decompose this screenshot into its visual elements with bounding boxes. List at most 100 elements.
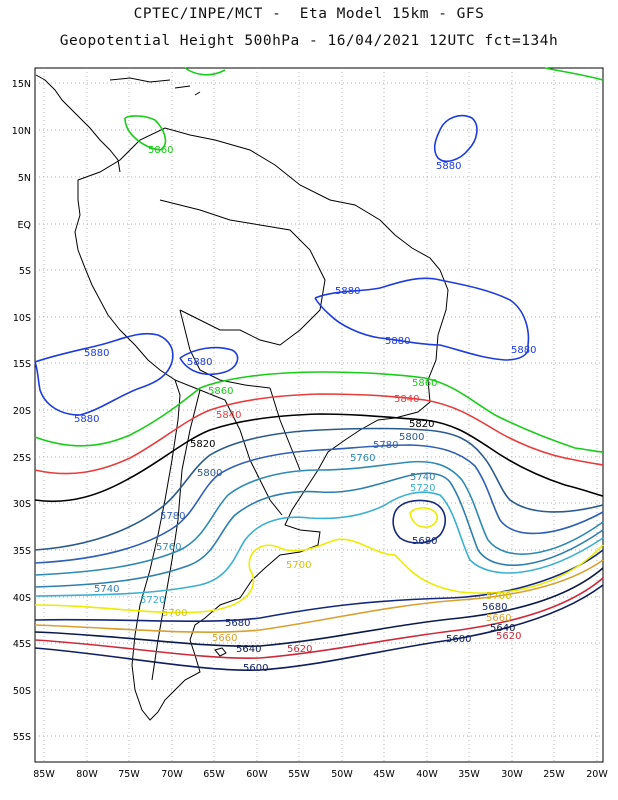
- contour-label: 5660: [212, 633, 237, 644]
- contour-label: 5880: [436, 161, 461, 172]
- lon-label: 75W: [118, 769, 140, 780]
- contour-label: 5880: [74, 414, 99, 425]
- contour-5660: [34, 559, 604, 633]
- lat-label: 30S: [13, 499, 31, 510]
- lon-label: 40W: [416, 769, 438, 780]
- lon-label: 60W: [246, 769, 268, 780]
- contour-label: 5860: [412, 378, 437, 389]
- lat-label: 15N: [12, 79, 31, 90]
- contour-5880-brazil: [314, 277, 530, 361]
- contour-5680-low: [392, 499, 447, 544]
- contour-5880-atlantic: [433, 114, 478, 162]
- contour-5620: [34, 577, 604, 659]
- contour-label: 5880: [385, 336, 410, 347]
- contour-label: 5600: [243, 663, 268, 674]
- contour-label: 5820: [190, 439, 215, 450]
- lon-label: 65W: [203, 769, 225, 780]
- caribbean-islands: [109, 77, 201, 96]
- contour-5820: [34, 413, 604, 503]
- contour-label: 5740: [94, 584, 119, 595]
- contour-5780: [34, 444, 604, 564]
- lat-label: 15S: [13, 359, 31, 370]
- contour-label: 5680: [412, 536, 437, 547]
- contour-5800: [34, 427, 604, 551]
- map-title: CPTEC/INPE/MCT - Eta Model 15km - GFS: [133, 6, 485, 22]
- central-america-coastline: [35, 74, 121, 173]
- contour-label: 5680: [225, 618, 250, 629]
- contour-5680: [34, 549, 604, 622]
- contour-labels: 5860 5880 5880 5880 5880 5880 5880 5880 …: [74, 145, 536, 674]
- map-subtitle: Geopotential Height 500hPa - 16/04/2021 …: [59, 33, 559, 49]
- lat-label: 5S: [19, 266, 31, 277]
- falklands: [214, 647, 227, 657]
- lon-label: 70W: [161, 769, 183, 780]
- contour-label: 5840: [394, 394, 419, 405]
- contour-label: 5780: [373, 440, 398, 451]
- contours: [34, 67, 604, 671]
- south-america-coastline: [74, 127, 449, 721]
- contour-label: 5720: [410, 483, 435, 494]
- lon-label: 25W: [543, 769, 565, 780]
- longitude-labels: 85W 80W 75W 70W 65W 60W 55W 50W 45W 40W …: [33, 769, 608, 780]
- lat-label: EQ: [18, 220, 31, 231]
- contour-label: 5640: [236, 644, 261, 655]
- contour-label: 5880: [335, 286, 360, 297]
- contour-5640: [34, 567, 604, 648]
- lon-label: 45W: [373, 769, 395, 780]
- contour-label: 5620: [496, 631, 521, 642]
- contour-5860-nw: [184, 67, 226, 76]
- contour-label: 5700: [162, 608, 187, 619]
- lat-label: 50S: [13, 686, 31, 697]
- contour-5860-ne: [544, 67, 604, 81]
- contour-label: 5880: [511, 345, 536, 356]
- lon-label: 20W: [586, 769, 608, 780]
- contour-label: 5820: [409, 419, 434, 430]
- lat-label: 20S: [13, 406, 31, 417]
- graticule: [35, 68, 603, 762]
- lat-label: 35S: [13, 546, 31, 557]
- contour-label: 5620: [287, 644, 312, 655]
- contour-label: 5860: [148, 145, 173, 156]
- contour-5720: [34, 491, 604, 597]
- contour-label: 5780: [160, 511, 185, 522]
- contour-label: 5700: [486, 591, 511, 602]
- contour-label: 5800: [197, 468, 222, 479]
- map-frame: [34, 67, 604, 763]
- lat-label: 10N: [12, 126, 31, 137]
- contour-5760: [34, 460, 604, 576]
- contour-label: 5660: [486, 613, 511, 624]
- contour-5860-north: [124, 115, 167, 151]
- lon-label: 80W: [76, 769, 98, 780]
- lon-label: 50W: [331, 769, 353, 780]
- contour-label: 5600: [446, 634, 471, 645]
- contour-5840: [34, 393, 604, 475]
- lon-label: 55W: [288, 769, 310, 780]
- contour-label: 5640: [490, 623, 515, 634]
- contour-5740: [34, 472, 604, 588]
- contour-5700: [34, 538, 604, 614]
- contour-5880-center: [179, 346, 239, 376]
- contour-label: 5720: [140, 595, 165, 606]
- lat-label: 10S: [13, 313, 31, 324]
- contour-label: 5740: [410, 472, 435, 483]
- contour-label: 5760: [350, 453, 375, 464]
- contour-label: 5680: [482, 602, 507, 613]
- latitude-labels: 15N 10N 5N EQ 5S 10S 15S 20S 25S 30S 35S…: [12, 79, 31, 743]
- contour-5700-low: [409, 507, 438, 528]
- contour-5860: [34, 371, 604, 453]
- lon-label: 85W: [33, 769, 55, 780]
- contour-5880-west: [34, 332, 174, 416]
- lat-label: 45S: [13, 639, 31, 650]
- lat-label: 55S: [13, 732, 31, 743]
- contour-label: 5880: [84, 348, 109, 359]
- lat-label: 5N: [18, 173, 31, 184]
- contour-label: 5700: [286, 560, 311, 571]
- contour-label: 5840: [216, 410, 241, 421]
- contour-label: 5860: [208, 386, 233, 397]
- lon-label: 30W: [501, 769, 523, 780]
- lat-label: 25S: [13, 453, 31, 464]
- lon-label: 35W: [458, 769, 480, 780]
- contour-5600: [34, 584, 604, 671]
- contour-label: 5800: [399, 432, 424, 443]
